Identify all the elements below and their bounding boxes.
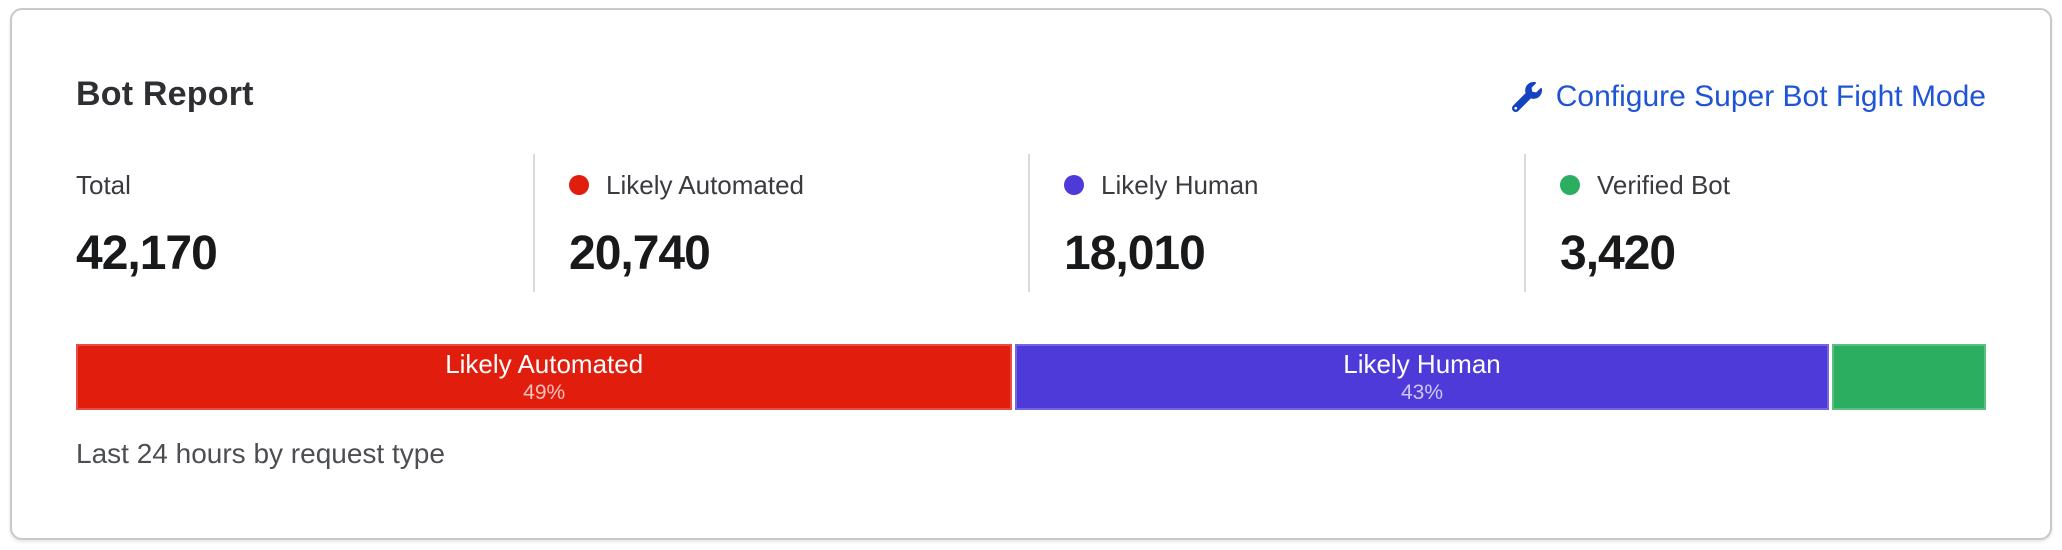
card-header: Bot Report Configure Super Bot Fight Mod… (76, 72, 1986, 116)
stats-row: Total 42,170 Likely Automated 20,740 Lik… (76, 154, 1986, 292)
bar-segment-likely-human: Likely Human 43% (1015, 344, 1829, 410)
page-title: Bot Report (76, 75, 254, 113)
bar-segment-likely-automated-pct: 49% (523, 380, 566, 404)
stat-likely-human: Likely Human 18,010 (1028, 154, 1524, 292)
likely-automated-dot-icon (569, 175, 589, 195)
bar-segment-likely-human-label: Likely Human (1343, 348, 1501, 379)
stat-verified-bot-label: Verified Bot (1597, 170, 1730, 200)
stat-verified-bot-value: 3,420 (1560, 227, 1676, 280)
bar-segment-likely-automated: Likely Automated 49% (76, 344, 1013, 410)
stat-likely-automated-value: 20,740 (569, 227, 711, 280)
bar-segment-verified-bot (1831, 344, 1986, 410)
stat-likely-automated-label: Likely Automated (606, 170, 805, 200)
stat-verified-bot: Verified Bot 3,420 (1524, 154, 1986, 292)
bar-segment-likely-human-pct: 43% (1400, 380, 1443, 404)
stat-total-label: Total (76, 170, 131, 200)
stat-likely-human-value: 18,010 (1064, 227, 1206, 280)
verified-bot-dot-icon (1560, 175, 1580, 195)
wrench-icon (1511, 82, 1542, 112)
configure-super-bot-fight-mode-link[interactable]: Configure Super Bot Fight Mode (1511, 78, 1986, 116)
likely-human-dot-icon (1064, 175, 1084, 195)
stat-total-value: 42,170 (76, 227, 218, 280)
stat-likely-human-label: Likely Human (1101, 170, 1259, 200)
stat-likely-automated: Likely Automated 20,740 (533, 154, 1028, 292)
request-type-distribution-bar: Likely Automated 49% Likely Human 43% (76, 344, 1986, 410)
bot-report-card: Bot Report Configure Super Bot Fight Mod… (10, 8, 2052, 540)
stat-total: Total 42,170 (76, 154, 533, 292)
configure-link-label: Configure Super Bot Fight Mode (1555, 80, 1986, 113)
time-range-caption: Last 24 hours by request type (76, 438, 445, 469)
bar-segment-likely-automated-label: Likely Automated (445, 348, 644, 379)
